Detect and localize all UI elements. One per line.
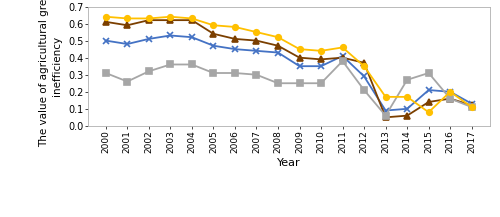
southern region (232, 72, 238, 74)
the whole sample (210, 44, 216, 47)
central region (146, 17, 152, 20)
southern region (124, 80, 130, 83)
the whole sample (254, 49, 260, 52)
the whole sample (189, 36, 195, 38)
the whole sample (382, 109, 388, 112)
northern region (318, 58, 324, 61)
southern region (382, 114, 388, 117)
southern region (340, 60, 345, 62)
Y-axis label: The value of agricultural green
inefficiency: The value of agricultural green ineffici… (39, 0, 62, 147)
the whole sample (468, 102, 474, 105)
the whole sample (103, 39, 109, 42)
northern region (426, 101, 432, 103)
southern region (275, 82, 281, 85)
central region (404, 95, 410, 98)
northern region (340, 56, 345, 59)
southern region (447, 97, 453, 100)
X-axis label: Year: Year (277, 158, 300, 168)
northern region (296, 56, 302, 59)
the whole sample (318, 65, 324, 67)
central region (382, 95, 388, 98)
northern region (382, 116, 388, 119)
northern region (404, 114, 410, 117)
the whole sample (168, 34, 173, 37)
central region (254, 31, 260, 33)
central region (103, 15, 109, 18)
the whole sample (404, 107, 410, 110)
northern region (103, 21, 109, 23)
southern region (168, 63, 173, 66)
northern region (468, 104, 474, 107)
central region (189, 17, 195, 20)
the whole sample (447, 90, 453, 93)
central region (210, 24, 216, 26)
Line: northern region: northern region (103, 17, 474, 120)
southern region (404, 79, 410, 81)
northern region (275, 44, 281, 47)
southern region (296, 82, 302, 85)
the whole sample (340, 55, 345, 57)
northern region (124, 24, 130, 26)
the whole sample (275, 51, 281, 54)
central region (318, 49, 324, 52)
the whole sample (124, 43, 130, 45)
the whole sample (146, 38, 152, 40)
central region (447, 90, 453, 93)
central region (468, 106, 474, 108)
southern region (468, 106, 474, 108)
Line: southern region: southern region (103, 58, 474, 118)
southern region (210, 72, 216, 74)
central region (426, 111, 432, 113)
northern region (232, 38, 238, 40)
northern region (254, 39, 260, 42)
northern region (189, 19, 195, 21)
Line: central region: central region (103, 14, 474, 115)
northern region (361, 61, 367, 64)
the whole sample (361, 75, 367, 78)
the whole sample (296, 65, 302, 67)
the whole sample (426, 89, 432, 91)
southern region (103, 72, 109, 74)
southern region (146, 70, 152, 73)
the whole sample (232, 48, 238, 50)
northern region (146, 19, 152, 21)
southern region (318, 82, 324, 85)
central region (232, 26, 238, 28)
southern region (361, 89, 367, 91)
central region (168, 15, 173, 18)
central region (361, 65, 367, 67)
southern region (254, 73, 260, 76)
northern region (168, 19, 173, 21)
central region (275, 36, 281, 38)
southern region (189, 63, 195, 66)
Line: the whole sample: the whole sample (103, 33, 474, 113)
northern region (447, 97, 453, 100)
central region (296, 48, 302, 50)
southern region (426, 72, 432, 74)
northern region (210, 33, 216, 35)
central region (340, 46, 345, 49)
central region (124, 17, 130, 20)
